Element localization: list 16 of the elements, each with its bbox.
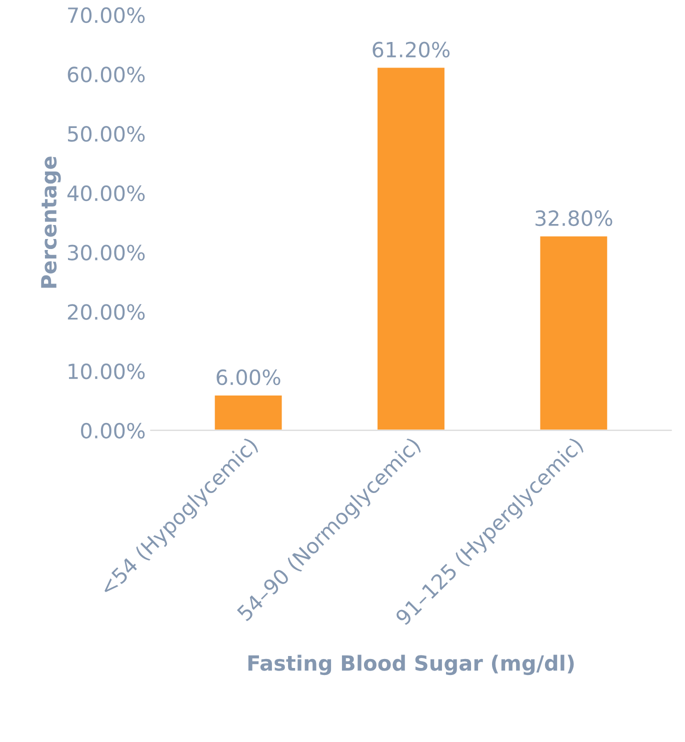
y-tick-label: 50.00% bbox=[68, 126, 145, 142]
data-label: 32.80% bbox=[536, 210, 612, 226]
y-tick-label: 40.00% bbox=[67, 185, 145, 202]
y-tick-label: 60.00% bbox=[68, 66, 145, 82]
y-tick-label: 20.00% bbox=[68, 304, 145, 320]
y-tick-label: 30.00% bbox=[68, 244, 145, 260]
y-tick-label: 10.00% bbox=[68, 363, 145, 380]
bar bbox=[376, 66, 446, 430]
data-label: 6.00% bbox=[216, 369, 280, 386]
x-axis-title: Fasting Blood Sugar (mg/dl) bbox=[248, 654, 574, 676]
y-tick-label: 70.00% bbox=[68, 7, 145, 24]
data-label: 61.20% bbox=[372, 42, 450, 58]
bar bbox=[538, 234, 609, 430]
y-tick-label: 0.00% bbox=[81, 422, 145, 439]
y-axis-title: Percentage bbox=[41, 156, 61, 288]
bar bbox=[213, 394, 284, 430]
